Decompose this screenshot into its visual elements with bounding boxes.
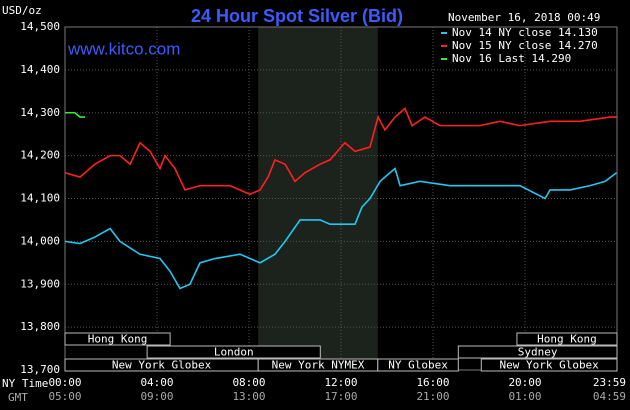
x2-tick-label: 05:00 [48, 390, 81, 403]
y-tick-label: 14,100 [20, 192, 60, 205]
session-label: Sydney [518, 346, 558, 359]
session-bar [146, 345, 321, 359]
legend-entry: Nov 15 NY close 14.270 [452, 39, 598, 52]
chart-title: 24 Hour Spot Silver (Bid) [191, 6, 403, 26]
x-tick-label: 00:00 [48, 376, 81, 389]
x-tick-label: 23:59 [593, 376, 626, 389]
session-label: New York Globex [112, 359, 212, 372]
y-tick-label: 14,400 [20, 63, 60, 76]
y-tick-label: 14,200 [20, 149, 60, 162]
session-label: New York NYMEX [272, 359, 365, 372]
y-tick-label: 14,300 [20, 106, 60, 119]
x2-tick-label: 17:00 [324, 390, 357, 403]
session-bar [377, 358, 459, 372]
y-axis-label: USD/oz [2, 4, 42, 17]
session-label: London [214, 346, 254, 359]
x2-tick-label: 01:00 [508, 390, 541, 403]
timestamp: November 16, 2018 00:49 [448, 11, 600, 24]
session-label: Hong Kong [88, 333, 148, 346]
site-label: www.kitco.com [67, 39, 180, 58]
x-tick-label: 04:00 [140, 376, 173, 389]
session-bar [457, 345, 618, 359]
series-line [64, 107, 617, 196]
x-axis-label: NY Time [2, 377, 48, 390]
series-line [64, 167, 618, 290]
y-tick-label: 13,800 [20, 320, 60, 333]
x2-tick-label: 04:59 [593, 390, 626, 403]
y-tick-label: 14,500 [20, 20, 60, 33]
x2-tick-label: 13:00 [232, 390, 265, 403]
session-bar [480, 358, 618, 372]
x2-tick-label: 21:00 [416, 390, 449, 403]
x-tick-label: 08:00 [232, 376, 265, 389]
y-tick-label: 13,900 [20, 277, 60, 290]
x-tick-label: 20:00 [508, 376, 541, 389]
session-label: Hong Kong [537, 333, 597, 346]
x2-tick-label: 09:00 [140, 390, 173, 403]
x2-axis-label: GMT [8, 391, 28, 404]
y-tick-label: 13,700 [20, 363, 60, 376]
x-tick-label: 12:00 [324, 376, 357, 389]
legend-entry: Nov 16 Last 14.290 [452, 52, 571, 65]
session-bar [64, 332, 171, 346]
x-tick-label: 16:00 [416, 376, 449, 389]
session-label: NY Globex [388, 359, 448, 372]
session-label: New York Globex [499, 359, 599, 372]
y-tick-label: 14,000 [20, 234, 60, 247]
legend-entry: Nov 14 NY close 14.130 [452, 26, 598, 39]
series-line [65, 111, 86, 118]
session-bar [516, 332, 618, 346]
